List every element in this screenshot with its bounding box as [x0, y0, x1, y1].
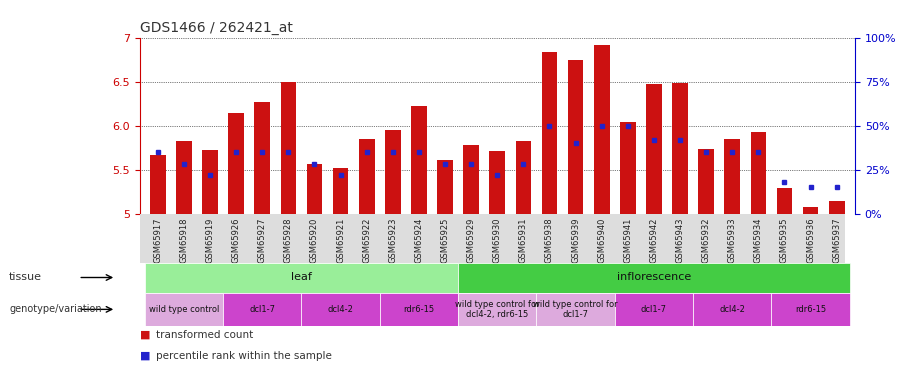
- Text: GSM65940: GSM65940: [598, 217, 607, 263]
- Text: GSM65937: GSM65937: [832, 217, 842, 263]
- Bar: [568, 60, 583, 214]
- Bar: [698, 148, 714, 214]
- Bar: [385, 130, 400, 214]
- Bar: [777, 188, 792, 214]
- Bar: [829, 201, 844, 214]
- Text: rdr6-15: rdr6-15: [795, 305, 826, 314]
- Text: GSM65933: GSM65933: [728, 217, 737, 263]
- Bar: [176, 141, 192, 214]
- Bar: [281, 82, 296, 214]
- Bar: [536, 292, 615, 326]
- Text: GSM65924: GSM65924: [414, 217, 423, 263]
- Bar: [594, 45, 609, 214]
- Bar: [145, 262, 458, 292]
- Text: GSM65943: GSM65943: [676, 217, 685, 263]
- Text: GSM65917: GSM65917: [153, 217, 162, 263]
- Text: inflorescence: inflorescence: [616, 273, 691, 282]
- Bar: [255, 102, 270, 214]
- Text: GSM65942: GSM65942: [650, 217, 659, 263]
- Text: rdr6-15: rdr6-15: [403, 305, 435, 314]
- Text: GSM65919: GSM65919: [205, 217, 214, 263]
- Bar: [223, 292, 302, 326]
- Bar: [202, 150, 218, 214]
- Bar: [516, 141, 531, 214]
- Text: dcl4-2: dcl4-2: [328, 305, 354, 314]
- Text: GSM65935: GSM65935: [780, 217, 789, 263]
- Text: genotype/variation: genotype/variation: [9, 304, 102, 314]
- Text: GSM65931: GSM65931: [519, 217, 528, 263]
- Text: GSM65926: GSM65926: [231, 217, 240, 263]
- Text: GSM65936: GSM65936: [806, 217, 815, 263]
- Text: GDS1466 / 262421_at: GDS1466 / 262421_at: [140, 21, 292, 35]
- Text: GSM65921: GSM65921: [336, 217, 345, 263]
- Text: wild type control: wild type control: [148, 305, 219, 314]
- Bar: [490, 151, 505, 214]
- Bar: [411, 106, 427, 214]
- Text: wild type control for
dcl1-7: wild type control for dcl1-7: [534, 300, 618, 319]
- Bar: [751, 132, 766, 214]
- Text: GSM65929: GSM65929: [466, 217, 475, 263]
- Text: GSM65922: GSM65922: [362, 217, 371, 263]
- Text: GSM65925: GSM65925: [440, 217, 449, 263]
- Text: GSM65920: GSM65920: [310, 217, 319, 263]
- Bar: [380, 292, 458, 326]
- Bar: [724, 139, 740, 214]
- Bar: [458, 292, 536, 326]
- Bar: [302, 292, 380, 326]
- Text: GSM65934: GSM65934: [754, 217, 763, 263]
- Text: percentile rank within the sample: percentile rank within the sample: [156, 351, 331, 361]
- Bar: [771, 292, 850, 326]
- Text: dcl1-7: dcl1-7: [249, 305, 275, 314]
- Bar: [693, 292, 771, 326]
- Text: GSM65930: GSM65930: [493, 217, 502, 263]
- Bar: [437, 160, 453, 214]
- Text: GSM65941: GSM65941: [624, 217, 633, 263]
- Text: leaf: leaf: [291, 273, 311, 282]
- Text: dcl1-7: dcl1-7: [641, 305, 667, 314]
- Bar: [150, 155, 166, 214]
- Bar: [615, 292, 693, 326]
- Text: transformed count: transformed count: [156, 330, 253, 340]
- Bar: [672, 83, 688, 214]
- Bar: [464, 145, 479, 214]
- Bar: [307, 164, 322, 214]
- Text: tissue: tissue: [9, 273, 42, 282]
- Bar: [458, 262, 850, 292]
- Text: GSM65939: GSM65939: [572, 217, 580, 263]
- Text: GSM65927: GSM65927: [257, 217, 266, 263]
- Text: GSM65938: GSM65938: [545, 217, 554, 263]
- Bar: [542, 52, 557, 214]
- Bar: [145, 292, 223, 326]
- Text: GSM65928: GSM65928: [284, 217, 292, 263]
- Bar: [333, 168, 348, 214]
- Bar: [229, 113, 244, 214]
- Text: GSM65932: GSM65932: [702, 217, 711, 263]
- Text: wild type control for
dcl4-2, rdr6-15: wild type control for dcl4-2, rdr6-15: [454, 300, 540, 319]
- Bar: [803, 207, 818, 214]
- Text: ■: ■: [140, 330, 150, 340]
- Text: GSM65918: GSM65918: [179, 217, 188, 263]
- Bar: [646, 84, 662, 214]
- Text: dcl4-2: dcl4-2: [719, 305, 745, 314]
- Bar: [620, 122, 635, 214]
- Text: GSM65923: GSM65923: [388, 217, 397, 263]
- Bar: [359, 139, 374, 214]
- Text: ■: ■: [140, 351, 150, 361]
